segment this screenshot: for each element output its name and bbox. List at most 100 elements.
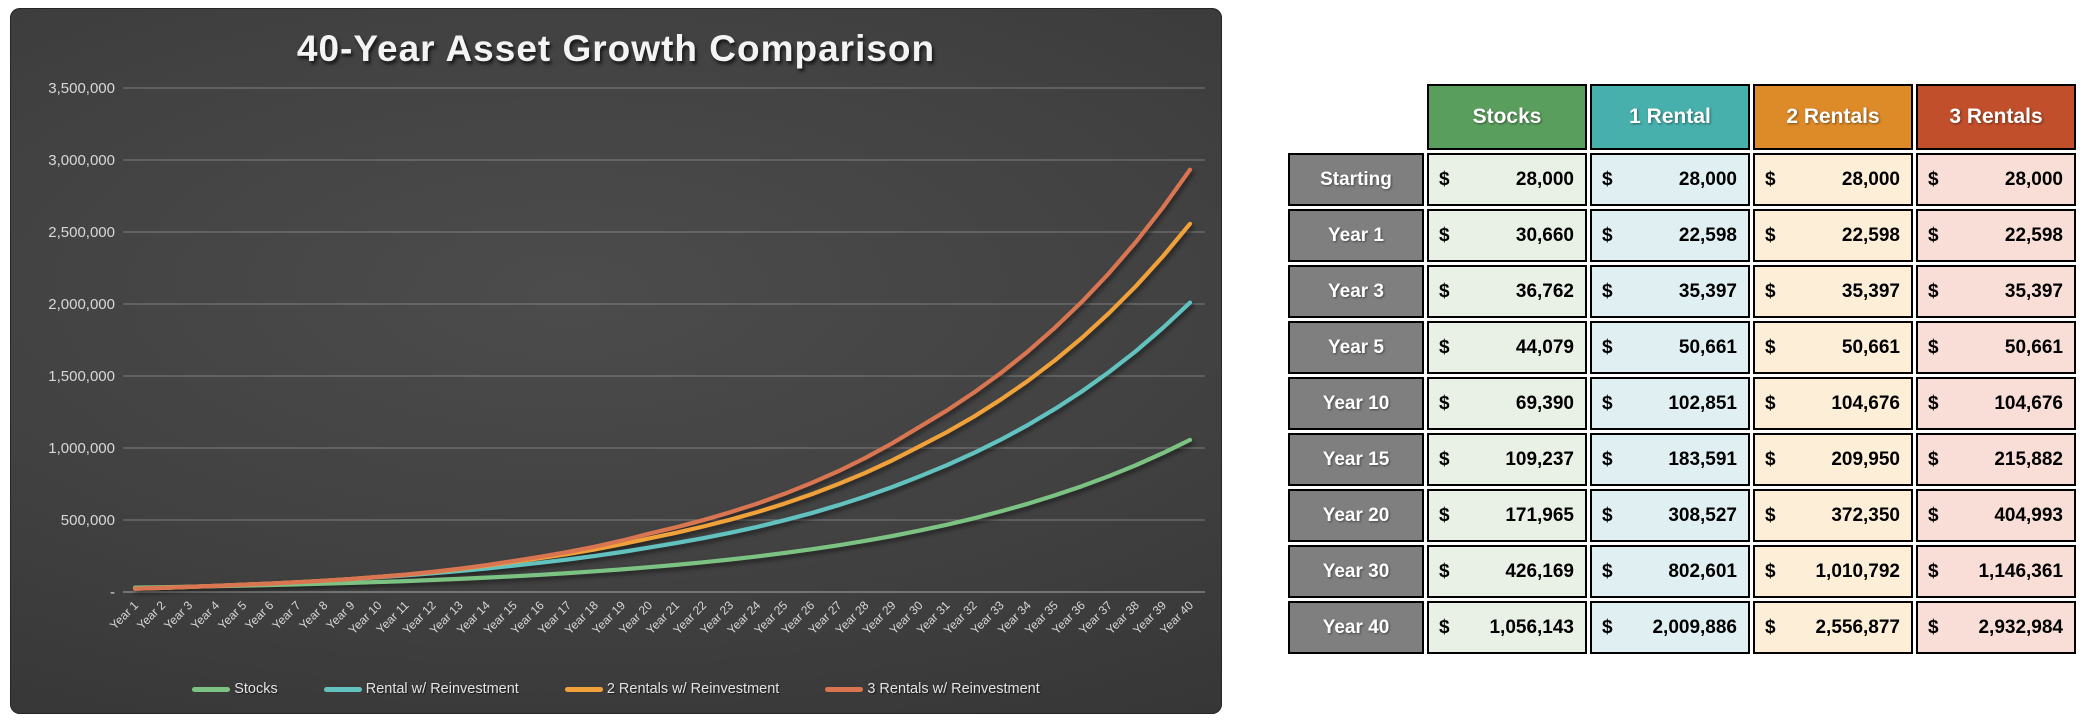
row-header-year-20[interactable]: Year 20 [1288,489,1424,542]
table-value-cell[interactable]: $22,598 [1590,209,1750,262]
cell-amount: 2,932,984 [1978,616,2063,638]
series-line-3-rentals-w-reinvestment [132,167,1193,591]
table-value-cell[interactable]: $28,000 [1916,153,2076,206]
table-value-cell[interactable]: $1,010,792 [1753,545,1913,598]
table-value-cell[interactable]: $802,601 [1590,545,1750,598]
table-value-cell[interactable]: $35,397 [1590,265,1750,318]
row-header-year-10[interactable]: Year 10 [1288,377,1424,430]
row-header-year-15[interactable]: Year 15 [1288,433,1424,486]
table-value-cell[interactable]: $426,169 [1427,545,1587,598]
row-header-year-1[interactable]: Year 1 [1288,209,1424,262]
table-value-cell[interactable]: $35,397 [1916,265,2076,318]
y-axis-tick-label: 500,000 [61,512,115,529]
table-value-cell[interactable]: $372,350 [1753,489,1913,542]
currency-symbol: $ [1928,336,1939,358]
row-header-year-5[interactable]: Year 5 [1288,321,1424,374]
table-value-cell[interactable]: $28,000 [1590,153,1750,206]
currency-symbol: $ [1439,168,1450,190]
table-value-cell[interactable]: $22,598 [1916,209,2076,262]
legend-label: Rental w/ Reinvestment [365,681,519,697]
table-value-cell[interactable]: $104,676 [1916,377,2076,430]
cell-amount: 1,146,361 [1978,560,2063,582]
asset-growth-chart[interactable]: 3,500,000 3,000,000 2,500,000 2,000,000 1,50… [10,8,1222,714]
cell-amount: 35,397 [1678,280,1737,302]
cell-amount: 372,350 [1831,504,1900,526]
table-value-cell[interactable]: $404,993 [1916,489,2076,542]
table-value-cell[interactable]: $28,000 [1427,153,1587,206]
currency-symbol: $ [1439,560,1450,582]
currency-symbol: $ [1765,336,1776,358]
chart-title: 40-Year Asset Growth Comparison [296,28,936,69]
table-value-cell[interactable]: $50,661 [1916,321,2076,374]
legend-label: Stocks [234,681,278,697]
cell-amount: 44,079 [1515,336,1574,358]
table-value-cell[interactable]: $2,009,886 [1590,601,1750,654]
table-value-cell[interactable]: $102,851 [1590,377,1750,430]
currency-symbol: $ [1765,280,1776,302]
cell-amount: 50,661 [2004,336,2063,358]
cell-amount: 104,676 [1994,392,2063,414]
table-value-cell[interactable]: $1,056,143 [1427,601,1587,654]
legend-label: 3 Rentals w/ Reinvestment [867,681,1040,697]
asset-comparison-table: Stocks 1 Rental 2 Rentals 3 Rentals Starting… [1288,84,2076,654]
legend-label: 2 Rentals w/ Reinvestment [606,681,780,697]
currency-symbol: $ [1439,224,1450,246]
cell-amount: 308,527 [1668,504,1737,526]
table-value-cell[interactable]: $109,237 [1427,433,1587,486]
cell-amount: 802,601 [1668,560,1737,582]
column-header-2-rentals[interactable]: 2 Rentals [1753,84,1913,150]
table-value-cell[interactable]: $44,079 [1427,321,1587,374]
table-value-cell[interactable]: $50,661 [1753,321,1913,374]
cell-amount: 171,965 [1505,504,1574,526]
table-value-cell[interactable]: $1,146,361 [1916,545,2076,598]
series-line-2-rentals-w-reinvestment [132,221,1193,591]
table-value-cell[interactable]: $35,397 [1753,265,1913,318]
x-axis-tick-label: Year 6 [242,598,276,632]
cell-amount: 35,397 [1841,280,1900,302]
table-value-cell[interactable]: $104,676 [1753,377,1913,430]
column-header-3-rentals[interactable]: 3 Rentals [1916,84,2076,150]
x-axis-tick-label: Year 1 [107,598,141,632]
table-value-cell[interactable]: $308,527 [1590,489,1750,542]
table-value-cell[interactable]: $30,660 [1427,209,1587,262]
table-value-cell[interactable]: $28,000 [1753,153,1913,206]
currency-symbol: $ [1928,504,1939,526]
cell-amount: 209,950 [1831,448,1900,470]
column-header-1-rental[interactable]: 1 Rental [1590,84,1750,150]
cell-amount: 102,851 [1668,392,1737,414]
x-axis-tick-label: Year 8 [296,598,330,632]
row-header-starting[interactable]: Starting [1288,153,1424,206]
cell-amount: 50,661 [1841,336,1900,358]
cell-amount: 404,993 [1994,504,2063,526]
table-value-cell[interactable]: $183,591 [1590,433,1750,486]
cell-amount: 183,591 [1668,448,1737,470]
currency-symbol: $ [1439,504,1450,526]
table-value-cell[interactable]: $215,882 [1916,433,2076,486]
table-value-cell[interactable]: $209,950 [1753,433,1913,486]
table-value-cell[interactable]: $22,598 [1753,209,1913,262]
row-header-year-3[interactable]: Year 3 [1288,265,1424,318]
table-value-cell[interactable]: $171,965 [1427,489,1587,542]
currency-symbol: $ [1602,560,1613,582]
legend-swatch-icon [192,686,231,692]
cell-amount: 104,676 [1831,392,1900,414]
cell-amount: 36,762 [1515,280,1574,302]
table-value-cell[interactable]: $36,762 [1427,265,1587,318]
table-value-cell[interactable]: $50,661 [1590,321,1750,374]
cell-amount: 1,056,143 [1489,616,1574,638]
row-header-year-30[interactable]: Year 30 [1288,545,1424,598]
y-axis-tick-label: 3,500,000 [48,80,115,97]
cell-amount: 22,598 [1678,224,1737,246]
currency-symbol: $ [1765,560,1776,582]
currency-symbol: $ [1765,448,1776,470]
row-header-year-40[interactable]: Year 40 [1288,601,1424,654]
table-value-cell[interactable]: $69,390 [1427,377,1587,430]
table-value-cell[interactable]: $2,932,984 [1916,601,2076,654]
legend-item: Rental w/ Reinvestment [323,681,519,697]
column-header-stocks[interactable]: Stocks [1427,84,1587,150]
cell-amount: 2,009,886 [1652,616,1737,638]
cell-amount: 2,556,877 [1815,616,1900,638]
table-value-cell[interactable]: $2,556,877 [1753,601,1913,654]
currency-symbol: $ [1439,616,1450,638]
